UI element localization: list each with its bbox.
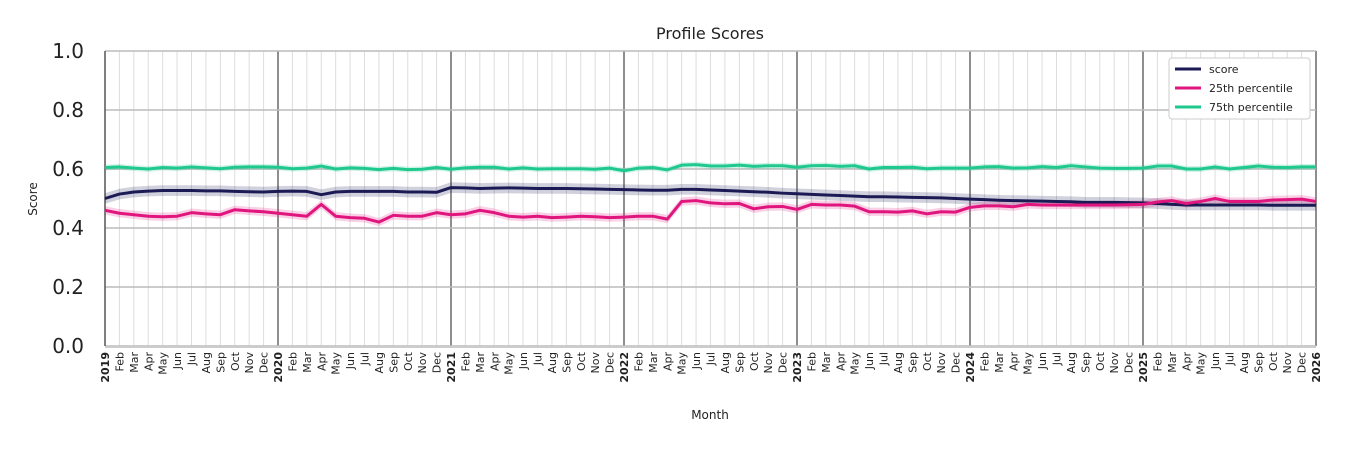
- x-tick-month-label: Aug: [1238, 352, 1251, 373]
- x-tick-month-label: Jul: [1224, 352, 1237, 366]
- legend-entry: score: [1209, 63, 1239, 76]
- x-tick-month-label: Oct: [229, 351, 242, 371]
- x-tick-month-label: Feb: [978, 352, 991, 371]
- x-tick-month-label: Dec: [431, 352, 444, 373]
- x-tick-month-label: Aug: [200, 352, 213, 373]
- x-tick-month-label: Feb: [113, 352, 126, 371]
- x-tick-month-label: Nov: [416, 352, 429, 374]
- x-tick-month-label: Mar: [647, 352, 660, 373]
- x-tick-month-label: Jun: [517, 352, 530, 370]
- x-tick-month-label: Feb: [632, 352, 645, 371]
- x-axis-label: Month: [691, 408, 729, 422]
- x-tick-month-label: Sep: [214, 352, 227, 373]
- x-tick-month-label: Jun: [171, 352, 184, 370]
- y-tick-label: 0.0: [52, 334, 84, 358]
- x-tick-month-label: May: [1022, 352, 1035, 375]
- x-tick-month-label: Jun: [1036, 352, 1049, 370]
- x-tick-month-label: Jun: [690, 352, 703, 370]
- chart-title: Profile Scores: [656, 24, 764, 43]
- x-tick-month-label: Dec: [258, 352, 271, 373]
- y-tick-label: 0.6: [52, 157, 84, 181]
- x-tick-month-label: Apr: [315, 352, 328, 372]
- x-tick-month-label: Jul: [1051, 352, 1064, 366]
- legend: score 25th percentile 75th percentile: [1169, 58, 1310, 119]
- x-tick-year-label: 2024: [964, 352, 977, 383]
- x-tick-month-label: Mar: [993, 352, 1006, 373]
- x-tick-month-label: Sep: [906, 352, 919, 373]
- x-tick-month-label: Apr: [488, 352, 501, 372]
- x-tick-month-label: Sep: [560, 352, 573, 373]
- x-tick-year-label: 2019: [99, 352, 112, 383]
- x-tick-month-label: Mar: [1166, 352, 1179, 373]
- x-tick-month-label: Dec: [1296, 352, 1309, 373]
- x-tick-month-label: Feb: [805, 352, 818, 371]
- y-tick-label: 1.0: [52, 39, 84, 63]
- x-tick-month-label: Oct: [921, 351, 934, 371]
- x-tick-month-label: Dec: [1123, 352, 1136, 373]
- x-tick-month-label: Jul: [359, 352, 372, 366]
- x-tick-month-label: Mar: [128, 352, 141, 373]
- x-tick-month-label: May: [676, 352, 689, 375]
- x-tick-month-label: Oct: [748, 351, 761, 371]
- x-tick-month-label: Dec: [950, 352, 963, 373]
- x-tick-month-label: Jul: [186, 352, 199, 366]
- legend-entry: 75th percentile: [1209, 101, 1293, 114]
- x-tick-year-label: 2021: [445, 352, 458, 383]
- x-tick-month-label: Nov: [589, 352, 602, 374]
- x-tick-month-label: Jul: [705, 352, 718, 366]
- y-tick-label: 0.2: [52, 275, 84, 299]
- y-tick-label: 0.8: [52, 98, 84, 122]
- x-tick-month-label: Apr: [142, 352, 155, 372]
- x-tick-month-label: Mar: [474, 352, 487, 373]
- x-tick-month-label: Jul: [878, 352, 891, 366]
- x-tick-year-label: 2026: [1310, 352, 1323, 383]
- x-tick-month-label: Apr: [1007, 352, 1020, 372]
- x-tick-year-label: 2020: [272, 352, 285, 383]
- x-tick-month-label: Dec: [604, 352, 617, 373]
- x-tick-month-label: Jun: [1209, 352, 1222, 370]
- x-tick-year-label: 2025: [1137, 352, 1150, 383]
- x-tick-month-label: Feb: [286, 352, 299, 371]
- x-tick-month-label: Mar: [820, 352, 833, 373]
- x-tick-month-label: Aug: [373, 352, 386, 373]
- x-tick-month-label: Oct: [402, 351, 415, 371]
- x-tick-month-label: Mar: [301, 352, 314, 373]
- x-tick-month-label: Aug: [1065, 352, 1078, 373]
- x-tick-month-label: Nov: [1281, 352, 1294, 374]
- x-tick-month-label: Jul: [532, 352, 545, 366]
- x-tick-month-label: Aug: [546, 352, 559, 373]
- x-tick-month-label: Nov: [762, 352, 775, 374]
- x-tick-month-label: Aug: [719, 352, 732, 373]
- x-tick-month-label: Nov: [935, 352, 948, 374]
- x-tick-month-label: Feb: [459, 352, 472, 371]
- x-tick-month-label: May: [503, 352, 516, 375]
- x-tick-month-label: Oct: [1267, 351, 1280, 371]
- x-tick-month-label: Feb: [1151, 352, 1164, 371]
- x-tick-month-label: Aug: [892, 352, 905, 373]
- x-tick-month-label: May: [157, 352, 170, 375]
- x-tick-month-label: Dec: [777, 352, 790, 373]
- x-tick-month-label: Sep: [733, 352, 746, 373]
- x-tick-month-label: Jun: [863, 352, 876, 370]
- x-tick-month-label: Jun: [344, 352, 357, 370]
- x-tick-month-label: Sep: [1079, 352, 1092, 373]
- x-tick-month-label: Nov: [1108, 352, 1121, 374]
- x-tick-year-label: 2022: [618, 352, 631, 383]
- x-tick-year-label: 2023: [791, 352, 804, 383]
- x-tick-month-label: Oct: [1094, 351, 1107, 371]
- x-tick-month-label: Sep: [1252, 352, 1265, 373]
- x-tick-month-label: May: [330, 352, 343, 375]
- x-tick-month-label: Apr: [834, 352, 847, 372]
- x-tick-month-label: Apr: [1180, 352, 1193, 372]
- legend-entry: 25th percentile: [1209, 82, 1293, 95]
- y-axis-label: Score: [26, 182, 40, 216]
- x-tick-month-label: May: [1195, 352, 1208, 375]
- x-tick-month-label: Nov: [243, 352, 256, 374]
- x-tick-month-label: Sep: [387, 352, 400, 373]
- x-tick-month-label: May: [849, 352, 862, 375]
- x-tick-month-label: Apr: [661, 352, 674, 372]
- x-tick-month-label: Oct: [575, 351, 588, 371]
- y-tick-label: 0.4: [52, 216, 84, 240]
